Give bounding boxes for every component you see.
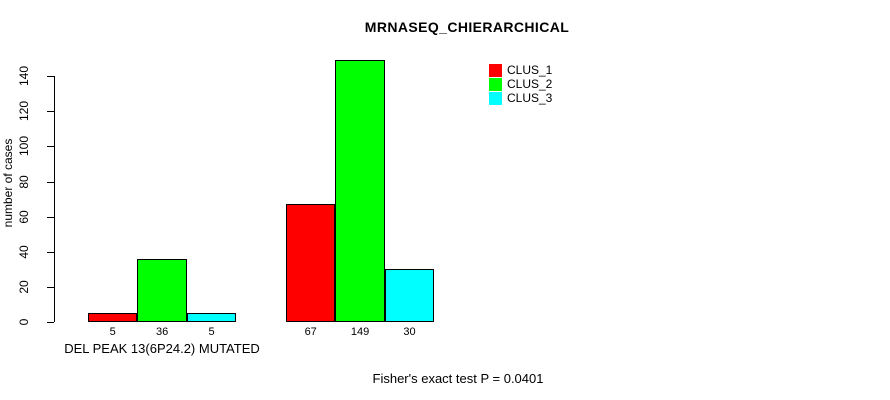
bar-clus_1 bbox=[88, 313, 138, 322]
y-axis-tick bbox=[47, 251, 54, 253]
legend-item-clus-3: CLUS_3 bbox=[489, 92, 552, 105]
legend-item-clus-1: CLUS_1 bbox=[489, 64, 552, 77]
y-axis-tick bbox=[47, 322, 54, 323]
y-axis-line bbox=[54, 76, 55, 322]
bar-value-label: 149 bbox=[350, 326, 370, 338]
bar-clus_1 bbox=[286, 204, 336, 322]
bar-clus_3 bbox=[384, 269, 435, 322]
y-axis-tick bbox=[47, 146, 54, 148]
y-tick-label: 0 bbox=[17, 318, 31, 326]
bar-value-label: 5 bbox=[109, 326, 116, 338]
y-tick-label: 80 bbox=[17, 174, 31, 189]
bar-value-label: 67 bbox=[304, 326, 317, 338]
bar-value-label: 36 bbox=[155, 326, 169, 338]
y-tick-label: 120 bbox=[17, 101, 31, 122]
legend-item-clus-2: CLUS_2 bbox=[489, 78, 552, 91]
legend-swatch-clus-3-icon bbox=[489, 92, 502, 105]
legend-swatch-clus-1-icon bbox=[489, 64, 502, 77]
legend-label-clus-3: CLUS_3 bbox=[507, 91, 553, 105]
x-group-label: DEL PEAK 13(6P24.2) MUTATED bbox=[64, 341, 260, 356]
y-tick-label: 140 bbox=[17, 66, 31, 87]
chart-title: MRNASEQ_CHIERARCHICAL bbox=[364, 19, 570, 35]
y-axis-tick bbox=[47, 286, 54, 288]
y-tick-label: 100 bbox=[17, 136, 31, 157]
bar-clus_3 bbox=[186, 313, 237, 322]
legend: CLUS_1 CLUS_2 CLUS_3 bbox=[489, 64, 552, 106]
bar-clus_2 bbox=[137, 258, 187, 322]
bar-value-label: 30 bbox=[403, 326, 416, 338]
bar-clus_2 bbox=[335, 60, 385, 322]
y-axis-tick bbox=[47, 76, 54, 78]
y-axis-tick bbox=[47, 216, 54, 218]
fisher-test-annotation: Fisher's exact test P = 0.0401 bbox=[372, 371, 544, 386]
legend-swatch-clus-2-icon bbox=[489, 78, 502, 91]
y-tick-label: 20 bbox=[17, 280, 31, 294]
legend-label-clus-2: CLUS_2 bbox=[507, 77, 553, 91]
y-axis-label: number of cases bbox=[1, 138, 15, 228]
bar-value-label: 5 bbox=[208, 326, 215, 338]
y-tick-label: 60 bbox=[17, 209, 31, 224]
y-axis-tick bbox=[47, 181, 54, 183]
legend-label-clus-1: CLUS_1 bbox=[507, 63, 553, 77]
y-axis-tick bbox=[47, 111, 54, 113]
y-tick-label: 40 bbox=[17, 245, 31, 259]
